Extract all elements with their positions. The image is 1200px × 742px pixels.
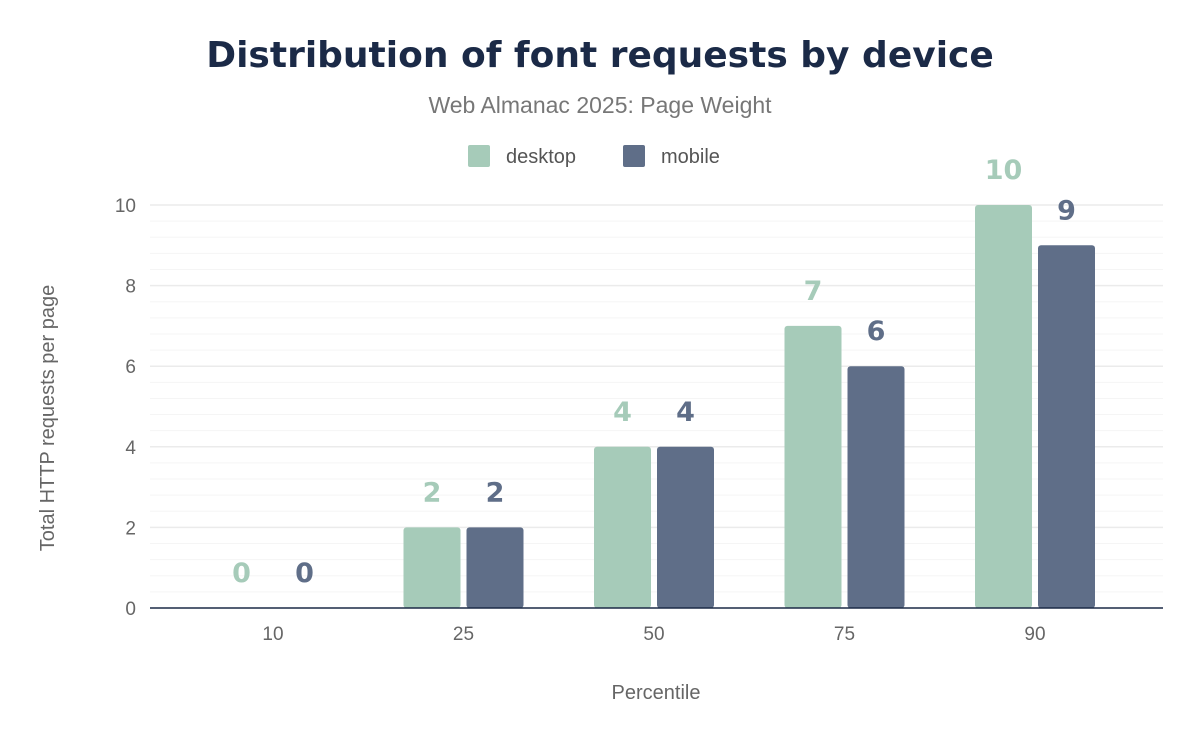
desktop-data-label: 0 [232, 558, 251, 589]
x-axis-label: Percentile [612, 682, 701, 704]
desktop-bar [784, 325, 842, 608]
chart-subtitle: Web Almanac 2025: Page Weight [428, 92, 772, 118]
y-tick-label: 0 [125, 599, 136, 620]
x-axis-ticks: 10 25 50 75 90 [262, 624, 1045, 645]
x-tick-label: 50 [643, 624, 664, 645]
x-tick-label: 75 [834, 624, 855, 645]
y-tick-label: 4 [125, 438, 136, 459]
y-tick-label: 8 [125, 277, 136, 298]
mobile-data-label: 4 [676, 397, 695, 428]
mobile-data-label: 2 [486, 477, 505, 508]
mobile-legend-swatch [623, 145, 645, 167]
data-labels: 0 0 2 2 4 4 7 6 10 9 [232, 155, 1076, 589]
desktop-data-label: 7 [804, 276, 823, 307]
y-axis-ticks: 0 2 4 6 8 10 [115, 196, 137, 620]
mobile-bar [657, 446, 714, 608]
mobile-bar [1038, 245, 1095, 609]
desktop-data-label: 10 [985, 155, 1023, 186]
mobile-bar [847, 366, 905, 608]
mobile-legend-label: mobile [661, 146, 720, 168]
x-tick-label: 10 [262, 624, 283, 645]
chart-title: Distribution of font requests by device [206, 35, 994, 76]
legend: desktop mobile [468, 145, 720, 168]
desktop-data-label: 2 [423, 477, 442, 508]
y-tick-label: 10 [115, 196, 136, 217]
x-tick-label: 25 [453, 624, 474, 645]
desktop-bar [403, 527, 461, 608]
x-tick-label: 90 [1024, 624, 1045, 645]
desktop-bar [975, 205, 1032, 608]
mobile-data-label: 0 [295, 558, 314, 589]
y-tick-label: 6 [125, 357, 136, 378]
desktop-bar [594, 446, 651, 608]
desktop-data-label: 4 [613, 397, 632, 428]
mobile-data-label: 6 [867, 316, 886, 347]
desktop-legend-label: desktop [506, 146, 576, 168]
y-axis-label: Total HTTP requests per page [37, 285, 59, 551]
mobile-bar [466, 527, 524, 608]
y-tick-label: 2 [125, 518, 136, 539]
bars [403, 205, 1095, 609]
mobile-data-label: 9 [1057, 195, 1076, 226]
desktop-legend-swatch [468, 145, 490, 167]
